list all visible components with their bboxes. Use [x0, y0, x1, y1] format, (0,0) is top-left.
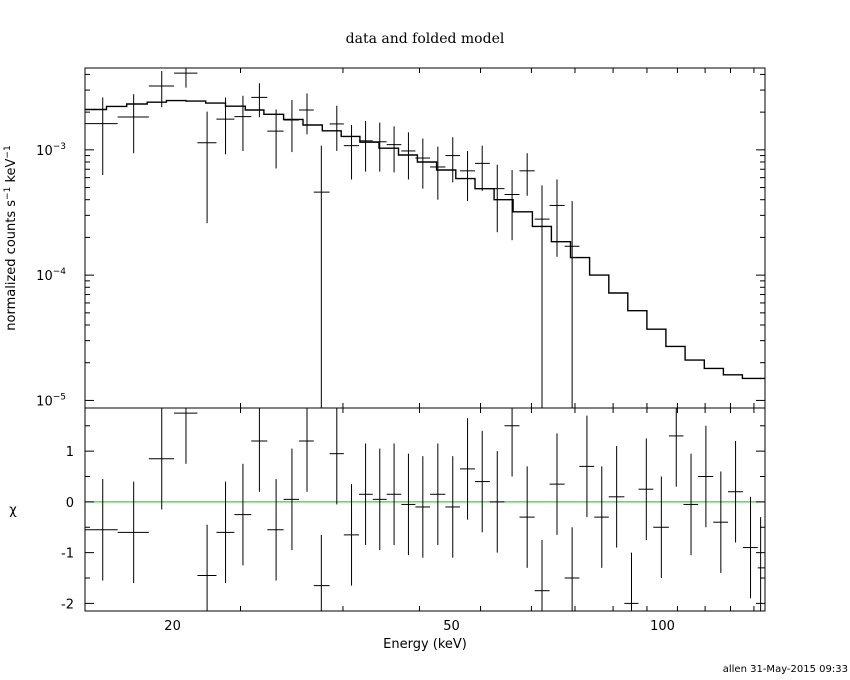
- residuals-y-tick-label: -2: [61, 597, 74, 612]
- residuals-frame: [84, 407, 766, 612]
- spectrum-y-tick-label: 10−4: [36, 267, 66, 284]
- residual-data-point: [489, 451, 505, 553]
- spectrum-data-point: [504, 170, 520, 241]
- residual-data-point: [372, 448, 387, 551]
- spectrum-data-point: [474, 145, 490, 191]
- spectrum-data-point: [386, 126, 402, 173]
- residual-data-point: [549, 433, 565, 535]
- spectrum-data-point: [445, 137, 460, 183]
- residual-data-point: [313, 534, 330, 611]
- spectrum-data-point: [459, 150, 475, 202]
- spectrum-y-tick-label: 10−3: [36, 142, 66, 159]
- spectrum-data-point: [299, 93, 314, 135]
- residual-data-point: [504, 408, 520, 477]
- spectrum-data-point: [430, 146, 446, 200]
- spectrum-data-point: [372, 122, 387, 172]
- spectrum-data-point: [197, 111, 217, 224]
- spectrum-data-point: [251, 83, 268, 118]
- spectrum-data-point: [329, 105, 344, 151]
- residual-data-point: [299, 408, 314, 492]
- residuals-y-tick-label: 1: [66, 445, 74, 460]
- residual-data-point: [343, 484, 360, 586]
- residuals-panel: 20 50 100 -2 -1 0 1: [61, 407, 766, 634]
- residual-data-point: [742, 496, 758, 599]
- spectrum-data-point: [267, 109, 284, 169]
- spectrum-data-point: [85, 97, 118, 175]
- residual-data-point: [579, 415, 595, 518]
- residual-data-point: [668, 408, 684, 487]
- residual-data-point: [415, 456, 431, 558]
- residual-data-point: [216, 481, 235, 584]
- residual-data-point: [386, 443, 402, 546]
- residual-data-point: [459, 418, 475, 520]
- residual-data-point: [683, 453, 699, 556]
- residual-data-point: [698, 425, 714, 528]
- spectrum-data-point: [174, 68, 198, 88]
- x-tick-label: 50: [443, 619, 460, 634]
- spectrum-y-tick-label: 10−5: [36, 392, 66, 409]
- residual-data-point: [117, 481, 149, 584]
- spectrum-data-point: [313, 145, 330, 408]
- x-tick-label: 100: [650, 619, 675, 634]
- residual-data-point: [359, 443, 373, 546]
- spectrum-plot-area: [85, 68, 765, 408]
- residual-data-point: [519, 466, 535, 568]
- spectrum-data-point: [489, 164, 505, 233]
- spectrum-data-point: [343, 124, 360, 180]
- spectrum-axes: 10−5 10−4 10−3: [36, 68, 765, 409]
- residual-data-point: [757, 517, 765, 611]
- x-tick-label: 20: [164, 619, 181, 634]
- residual-data-point: [608, 446, 625, 548]
- y-axis-label-counts: normalized counts s−1 keV−1: [3, 145, 19, 330]
- y-axis-label-chi: χ: [9, 503, 17, 518]
- residual-data-point: [653, 476, 669, 579]
- residual-data-point: [197, 524, 217, 611]
- residual-data-point: [728, 440, 743, 543]
- residual-data-point: [148, 408, 175, 510]
- model-step-line: [85, 99, 765, 380]
- spectrum-data-point: [519, 153, 535, 196]
- spectrum-data-point: [234, 95, 252, 151]
- x-axis-label: Energy (keV): [383, 637, 467, 652]
- spectrum-data-point: [283, 99, 300, 153]
- spectrum-data-point: [415, 138, 431, 189]
- residual-data-point: [713, 471, 729, 573]
- residuals-plot-area: [85, 408, 765, 611]
- spectrum-frame: [84, 67, 766, 409]
- spectrum-panel: 10−5 10−4 10−3: [36, 67, 766, 409]
- residuals-y-tick-label: 0: [66, 496, 74, 511]
- residual-data-point: [283, 448, 300, 551]
- residual-data-point: [329, 408, 344, 505]
- residual-data-point: [174, 408, 198, 464]
- residual-data-point: [267, 479, 284, 581]
- residual-data-point: [638, 438, 654, 540]
- spectrum-data-point: [359, 120, 373, 172]
- residual-data-point: [534, 539, 550, 611]
- residual-data-point: [474, 430, 490, 533]
- chart-title: data and folded model: [346, 31, 505, 47]
- residual-data-point: [594, 466, 609, 568]
- spectrum-data-point: [401, 132, 416, 180]
- spectrum-data-point: [564, 201, 580, 408]
- spectrum-data-point: [117, 94, 149, 154]
- residual-data-point: [234, 463, 252, 566]
- residual-data-point: [251, 408, 268, 492]
- spectrum-data-point: [216, 97, 235, 155]
- residual-data-point: [564, 527, 580, 611]
- residual-data-point: [624, 552, 639, 611]
- spectrum-data-point: [534, 185, 550, 408]
- residual-data-point: [401, 453, 416, 556]
- residual-data-point: [445, 456, 460, 558]
- residuals-y-tick-label: -1: [61, 547, 74, 562]
- footer-timestamp: allen 31-May-2015 09:33: [723, 664, 848, 675]
- spectrum-data-point: [549, 179, 565, 257]
- residuals-axes: 20 50 100 -2 -1 0 1: [61, 408, 765, 634]
- residual-data-point: [430, 443, 446, 546]
- residual-data-point: [85, 479, 118, 581]
- spectrum-data-point: [148, 70, 175, 108]
